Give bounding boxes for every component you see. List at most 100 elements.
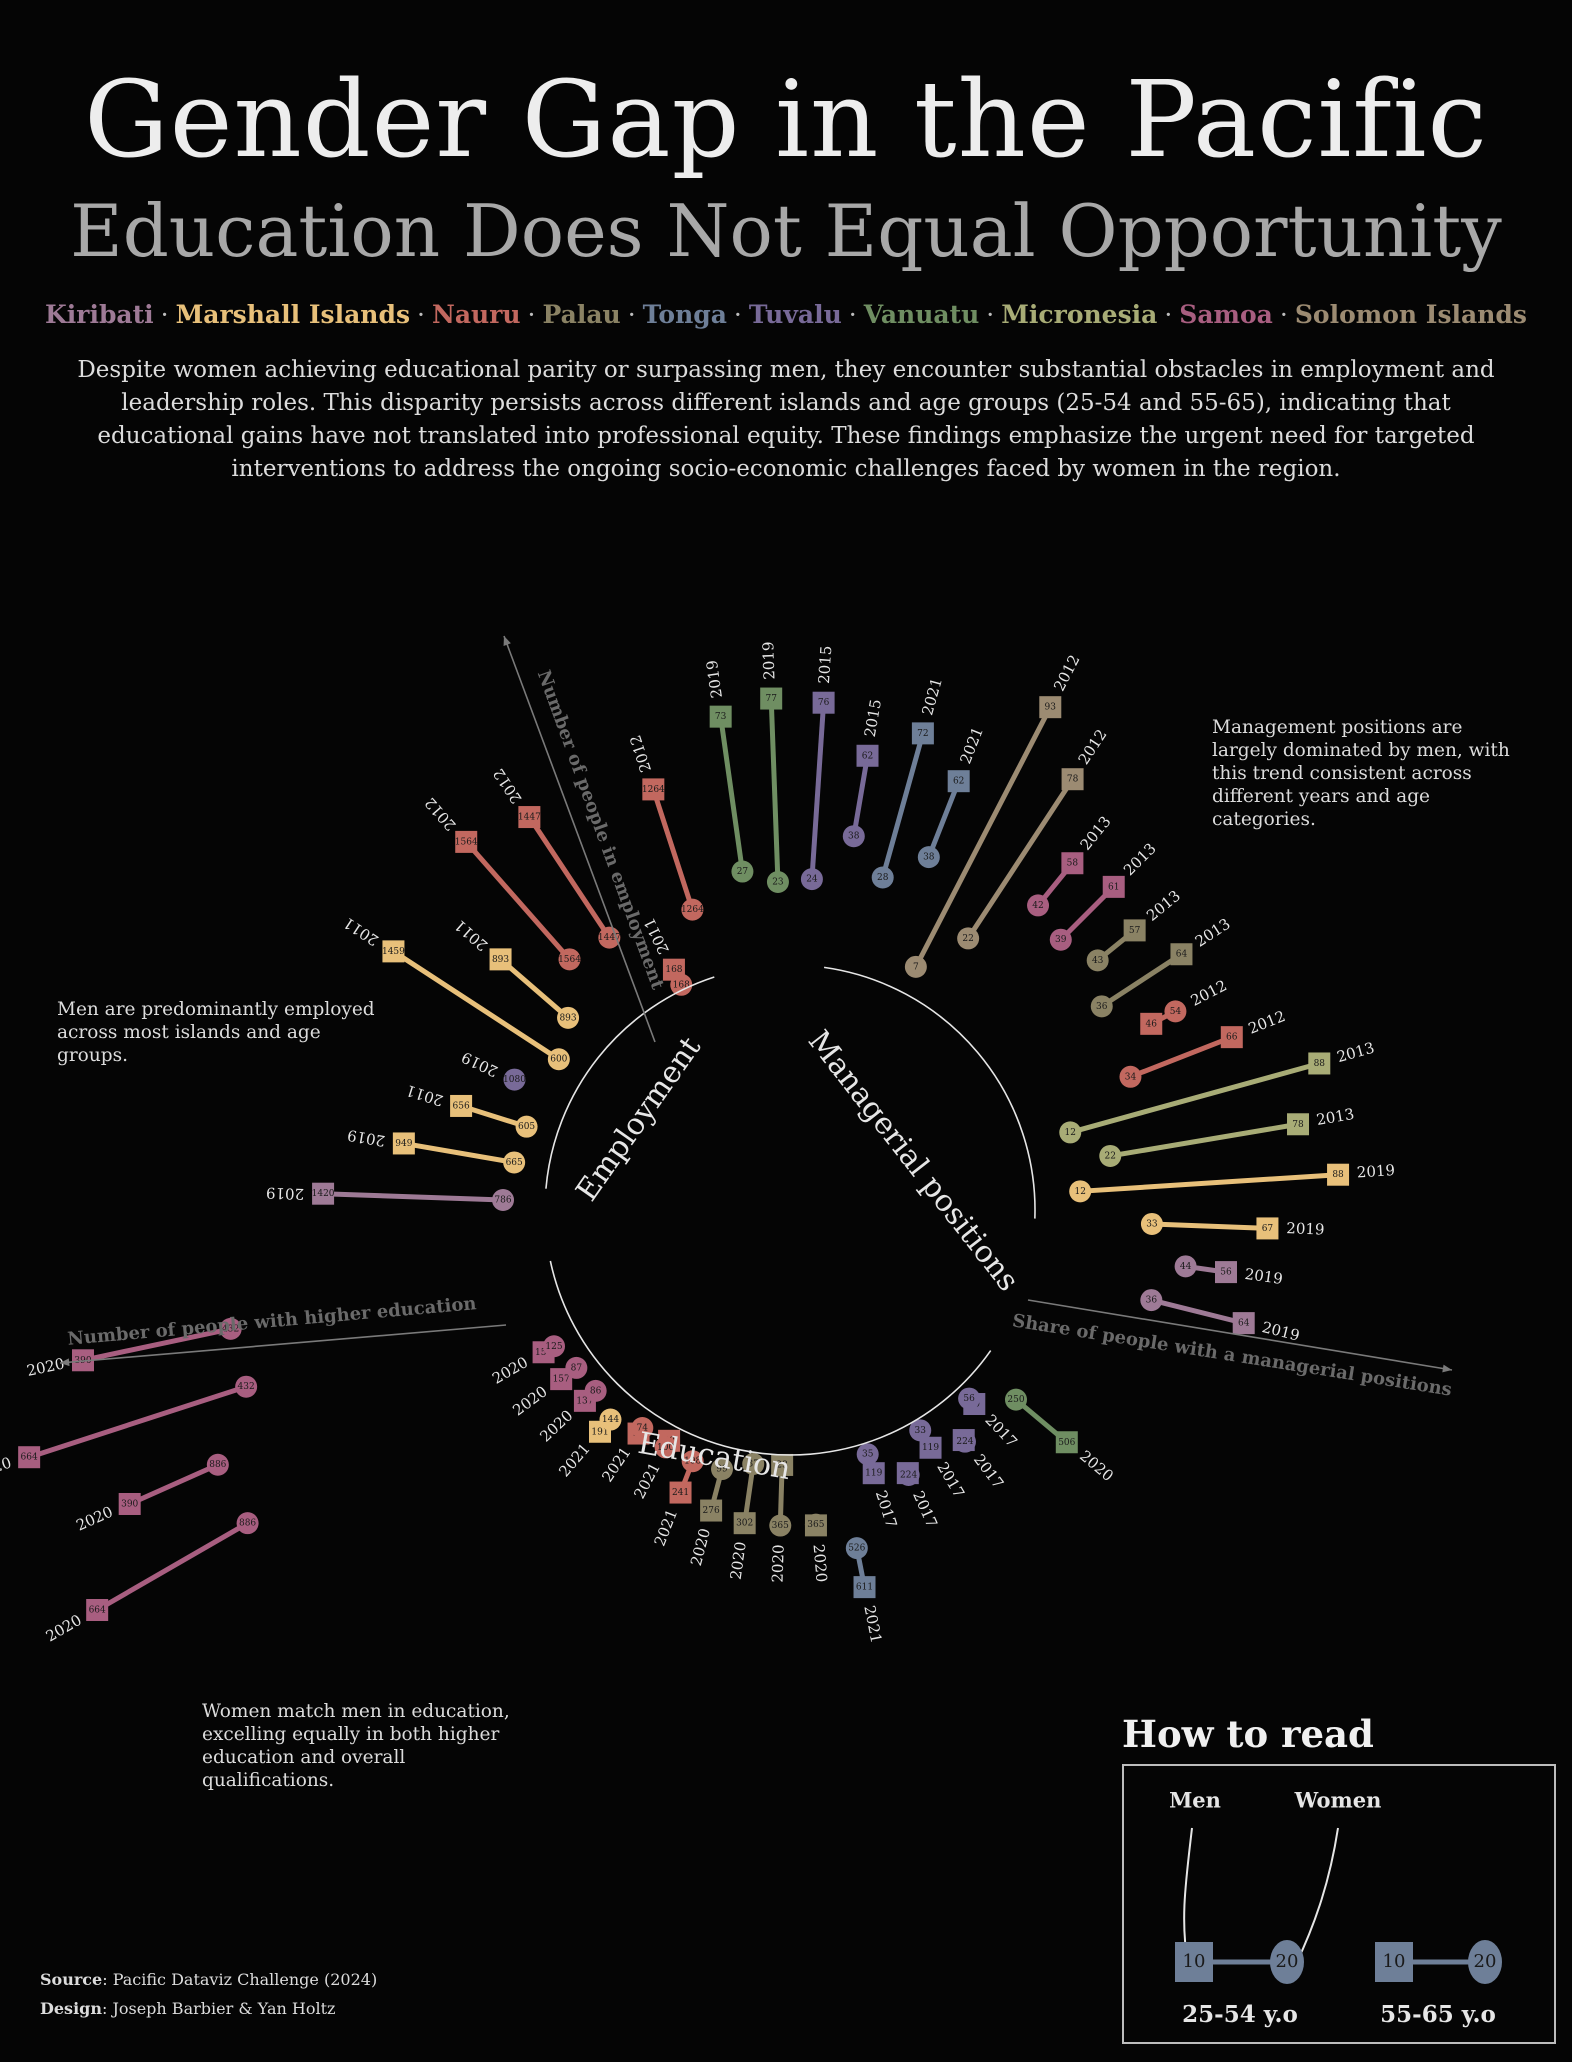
- mgmt-year-label: 2015: [861, 698, 885, 739]
- legend-separator: ·: [1164, 300, 1173, 329]
- edu-women-value: 100: [657, 1443, 674, 1453]
- edu-women-circle: [958, 1387, 981, 1410]
- emp-men-square: [450, 1094, 473, 1117]
- hedu-link: [95, 1520, 249, 1613]
- emp-link: [403, 1140, 515, 1165]
- edu-men-value: 611: [856, 1583, 873, 1593]
- edu-women-circle: [856, 1443, 879, 1466]
- legend-country: Palau: [542, 300, 621, 329]
- edu-men-value: 276: [703, 1506, 720, 1516]
- mgmt-men-value: 88: [1332, 1170, 1344, 1180]
- legend-separator: ·: [160, 300, 169, 329]
- edu-year-label: 2020: [769, 1544, 788, 1583]
- mgmt-men-value: 78: [1292, 1120, 1304, 1130]
- how-to-read-box: [1122, 1764, 1556, 2044]
- emp-link: [392, 949, 561, 1062]
- mgmt-link: [809, 702, 827, 880]
- edu-women-value: 224: [956, 1437, 973, 1447]
- howto-men-label: Men: [1169, 1788, 1221, 1813]
- mgmt-women-value: 23: [772, 878, 784, 888]
- mgmt-men-value: 62: [862, 751, 873, 761]
- edu-men-square: [550, 1368, 573, 1391]
- edu-year-label: 2017: [982, 1411, 1021, 1451]
- mgmt-year-label: 2013: [1120, 839, 1160, 879]
- mgmt-women-circle: [1059, 1121, 1082, 1144]
- mgmt-men-value: 62: [953, 777, 964, 787]
- mgmt-year-label: 2019: [1244, 1265, 1284, 1288]
- edu-women-circle: [654, 1436, 677, 1459]
- edu-men-value: 119: [865, 1469, 882, 1479]
- howto-women-pointer: [1295, 1827, 1339, 1965]
- mgmt-year-label: 2019: [703, 659, 726, 699]
- hedu-women-value: 886: [239, 1519, 256, 1529]
- education-axis-arrow-head: [60, 1358, 70, 1367]
- edu-women-value: 125: [545, 1342, 562, 1352]
- edu-women-value: 56: [963, 1394, 975, 1404]
- edu-men-square: [862, 1462, 885, 1485]
- mgmt-men-square: [1123, 919, 1146, 942]
- legend-separator: ·: [986, 300, 995, 329]
- intro-text: Despite women achieving educational pari…: [77, 357, 1495, 482]
- emp-women-circle: [492, 1188, 515, 1211]
- mgmt-men-square: [947, 770, 970, 793]
- edu-year-label: 2017: [909, 1488, 941, 1530]
- howto-age-25-54: 25-54 y.o: [1182, 2001, 1298, 2028]
- edu-men-square: [733, 1512, 756, 1535]
- legend-separator: ·: [627, 300, 636, 329]
- mgmt-link: [1109, 1121, 1299, 1159]
- edu-women-value: 224: [900, 1470, 917, 1480]
- mgmt-women-value: 27: [737, 867, 749, 877]
- edu-women-value: 87: [571, 1363, 583, 1373]
- edu-women-circle: [631, 1416, 654, 1439]
- mgmt-men-square: [1215, 1261, 1238, 1284]
- mgmt-link: [1080, 1172, 1339, 1194]
- mgmt-men-square: [856, 744, 879, 767]
- mgmt-men-value: 88: [1314, 1059, 1326, 1069]
- mgmt-year-label: 2013: [1077, 813, 1115, 854]
- mgmt-women-value: 39: [1055, 935, 1067, 945]
- mgmt-link: [1100, 952, 1183, 1009]
- mgmt-year-label: 2013: [1335, 1039, 1377, 1067]
- mgmt-year-label: 2012: [1246, 1007, 1288, 1038]
- mgmt-women-value: 38: [923, 853, 935, 863]
- emp-men-square: [312, 1182, 335, 1205]
- edu-women-value: 99: [716, 1465, 728, 1475]
- edu-women-value: 250: [1007, 1395, 1024, 1405]
- mgmt-women-value: 36: [1096, 1002, 1108, 1012]
- note-education: Women match men in education, excelling …: [202, 1701, 510, 1791]
- mgmt-men-square: [1140, 1012, 1163, 1035]
- mgmt-men-square: [911, 722, 934, 745]
- mgmt-link: [1150, 1297, 1245, 1326]
- legend-country: Solomon Islands: [1294, 300, 1527, 329]
- source-text: : Pacific Dataviz Challenge (2024): [102, 1970, 378, 1989]
- mgmt-men-square: [1308, 1052, 1331, 1075]
- emp-women-value: 600: [550, 1055, 567, 1065]
- source-credit: Source: Pacific Dataviz Challenge (2024): [40, 1970, 377, 1989]
- education-axis-arrow: [59, 1324, 507, 1364]
- mgmt-women-circle: [1069, 1180, 1092, 1203]
- emp-men-square: [642, 778, 665, 801]
- edu-year-label: 2021: [860, 1604, 885, 1645]
- mgmt-year-label: 2019: [1286, 1219, 1325, 1238]
- edu-women-value: 33: [915, 1426, 927, 1436]
- hedu-men-square: [18, 1446, 41, 1469]
- edu-year-label: 2020: [1076, 1447, 1117, 1485]
- emp-women-value: 1080: [503, 1075, 526, 1085]
- edu-women-circle: [742, 1453, 765, 1476]
- mgmt-men-square: [812, 691, 835, 714]
- mgmt-women-circle: [957, 927, 980, 950]
- mgmt-women-value: 28: [877, 873, 889, 883]
- hedu-year-label: 2020: [25, 1354, 66, 1380]
- emp-link: [322, 1191, 504, 1203]
- mgmt-men-value: 64: [1238, 1319, 1250, 1329]
- edu-men-value: 157: [535, 1348, 552, 1358]
- hedu-women-value: 432: [238, 1382, 255, 1392]
- mgmt-men-value: 78: [1067, 775, 1079, 785]
- mgmt-link: [851, 755, 870, 837]
- hedu-women-circle: [206, 1453, 229, 1476]
- design-credit: Design: Joseph Barbier & Yan Holtz: [40, 1999, 335, 2018]
- legend-country: Vanuatu: [863, 300, 980, 329]
- hedu-women-value: 886: [209, 1460, 226, 1470]
- mgmt-women-circle: [1174, 1255, 1197, 1278]
